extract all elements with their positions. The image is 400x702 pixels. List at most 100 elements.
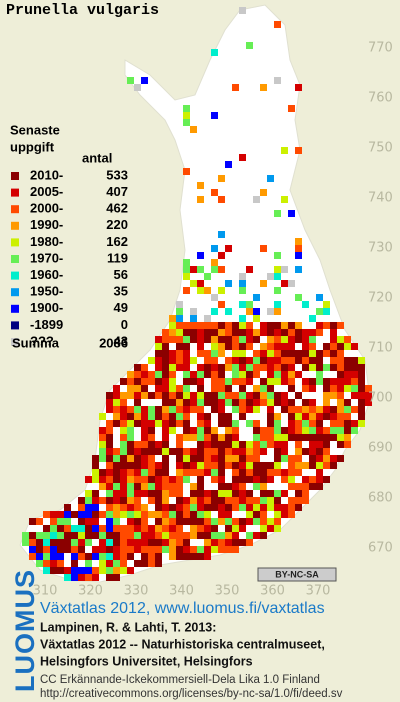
cell — [225, 448, 232, 455]
cell — [260, 364, 267, 371]
cell — [85, 532, 92, 539]
cell — [64, 539, 71, 546]
cell — [295, 245, 302, 252]
cell — [141, 371, 148, 378]
cell — [211, 476, 218, 483]
cell — [267, 441, 274, 448]
cell — [239, 378, 246, 385]
cell — [204, 350, 211, 357]
cell — [106, 392, 113, 399]
cell — [183, 112, 190, 119]
cell — [204, 532, 211, 539]
cell — [288, 427, 295, 434]
cell — [190, 126, 197, 133]
cell — [274, 434, 281, 441]
cell — [267, 469, 274, 476]
cell — [267, 406, 274, 413]
cell — [106, 539, 113, 546]
cell — [260, 518, 267, 525]
cell — [218, 371, 225, 378]
cell — [183, 455, 190, 462]
cell — [169, 350, 176, 357]
cell — [197, 343, 204, 350]
cell — [99, 560, 106, 567]
cell — [281, 343, 288, 350]
cell — [323, 462, 330, 469]
cell — [190, 434, 197, 441]
cell — [204, 364, 211, 371]
cell — [127, 476, 134, 483]
cell — [169, 399, 176, 406]
cell — [295, 455, 302, 462]
cell — [106, 427, 113, 434]
cell — [113, 497, 120, 504]
x-coordinate: 310 — [33, 584, 58, 599]
cell — [302, 378, 309, 385]
cell — [232, 441, 239, 448]
cell — [141, 77, 148, 84]
cell — [232, 427, 239, 434]
cell — [330, 392, 337, 399]
cell — [64, 504, 71, 511]
cell — [225, 518, 232, 525]
cell — [190, 553, 197, 560]
y-coordinate: 770 — [368, 41, 393, 56]
cell — [141, 518, 148, 525]
cell — [260, 525, 267, 532]
legend-swatch — [11, 255, 19, 263]
cell — [183, 329, 190, 336]
cell — [323, 322, 330, 329]
cell — [253, 455, 260, 462]
cell — [162, 441, 169, 448]
cell — [127, 413, 134, 420]
cell — [127, 462, 134, 469]
cell — [120, 455, 127, 462]
cell — [190, 399, 197, 406]
cell — [155, 497, 162, 504]
cell — [162, 413, 169, 420]
cell — [288, 210, 295, 217]
cell — [134, 483, 141, 490]
cell — [36, 546, 43, 553]
cell — [316, 413, 323, 420]
cell — [281, 476, 288, 483]
cell — [183, 392, 190, 399]
cell — [148, 413, 155, 420]
cell — [99, 511, 106, 518]
cell — [267, 385, 274, 392]
cell — [337, 455, 344, 462]
cell — [71, 567, 78, 574]
cell — [71, 532, 78, 539]
cell — [239, 287, 246, 294]
cell — [260, 511, 267, 518]
cell — [64, 532, 71, 539]
cell — [274, 427, 281, 434]
cell — [246, 329, 253, 336]
y-coordinate: 740 — [368, 191, 393, 206]
cell — [155, 357, 162, 364]
cell — [148, 455, 155, 462]
cell — [99, 434, 106, 441]
cell — [197, 371, 204, 378]
cell — [141, 406, 148, 413]
cell — [183, 469, 190, 476]
cell — [267, 413, 274, 420]
cell — [267, 504, 274, 511]
cell — [43, 567, 50, 574]
cell — [218, 175, 225, 182]
cell — [134, 448, 141, 455]
cell — [288, 336, 295, 343]
cell — [169, 532, 176, 539]
cell — [260, 322, 267, 329]
cell — [190, 532, 197, 539]
cell — [162, 399, 169, 406]
cell — [155, 343, 162, 350]
cell — [127, 427, 134, 434]
cell — [190, 336, 197, 343]
legend-heading: uppgift — [10, 139, 55, 154]
cell — [183, 385, 190, 392]
cell — [267, 371, 274, 378]
cell — [127, 518, 134, 525]
cell — [316, 350, 323, 357]
cell — [197, 399, 204, 406]
